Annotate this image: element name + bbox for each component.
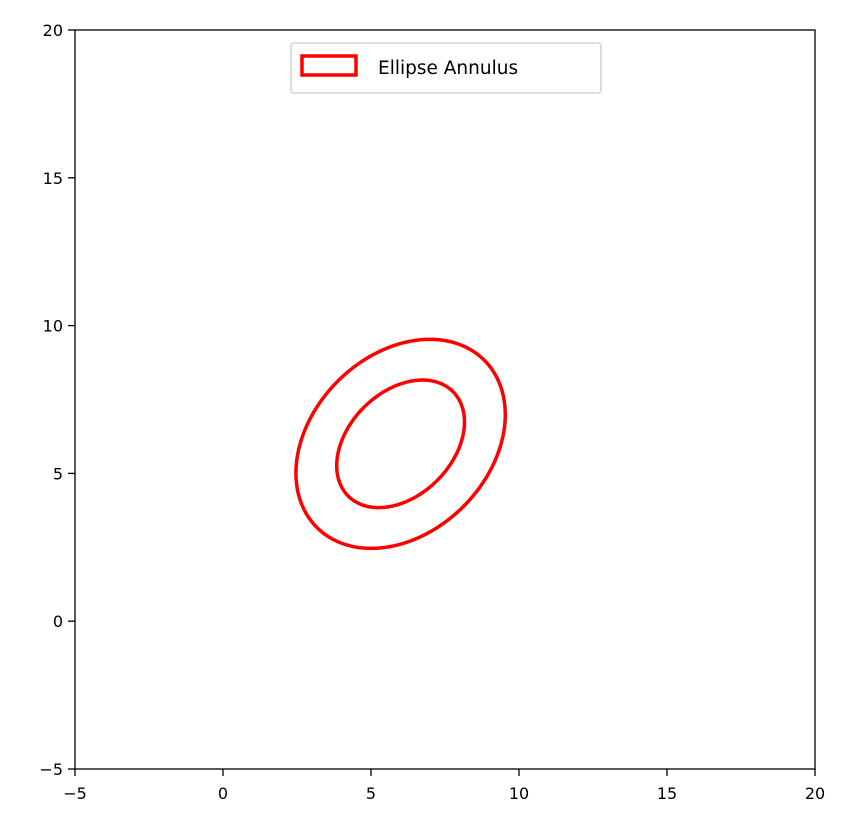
legend-label: Ellipse Annulus	[378, 58, 518, 79]
legend: Ellipse Annulus	[290, 42, 602, 94]
x-tick-label: −5	[63, 784, 87, 803]
y-tick-label: 20	[43, 21, 63, 40]
y-tick-label: 10	[43, 317, 63, 336]
x-tick-label: 0	[218, 784, 228, 803]
y-tick-label: 0	[53, 612, 63, 631]
legend-swatch	[300, 54, 358, 77]
plot-area	[75, 30, 815, 769]
x-tick-label: 15	[657, 784, 677, 803]
series-layer	[294, 337, 508, 551]
x-tick-label: 10	[509, 784, 529, 803]
y-axis-ticks: −5 0 5 10 15 20	[39, 21, 75, 779]
x-tick-label: 5	[366, 784, 376, 803]
annulus-outer-ring	[294, 337, 508, 551]
annulus-inner-ring	[334, 378, 467, 510]
y-tick-label: 15	[43, 169, 63, 188]
y-tick-label: 5	[53, 464, 63, 483]
axes-frame	[74, 29, 816, 770]
x-axis-ticks: −5 0 5 10 15 20	[63, 769, 825, 803]
legend-box	[290, 42, 602, 94]
x-tick-label: 20	[805, 784, 825, 803]
y-tick-label: −5	[39, 760, 63, 779]
